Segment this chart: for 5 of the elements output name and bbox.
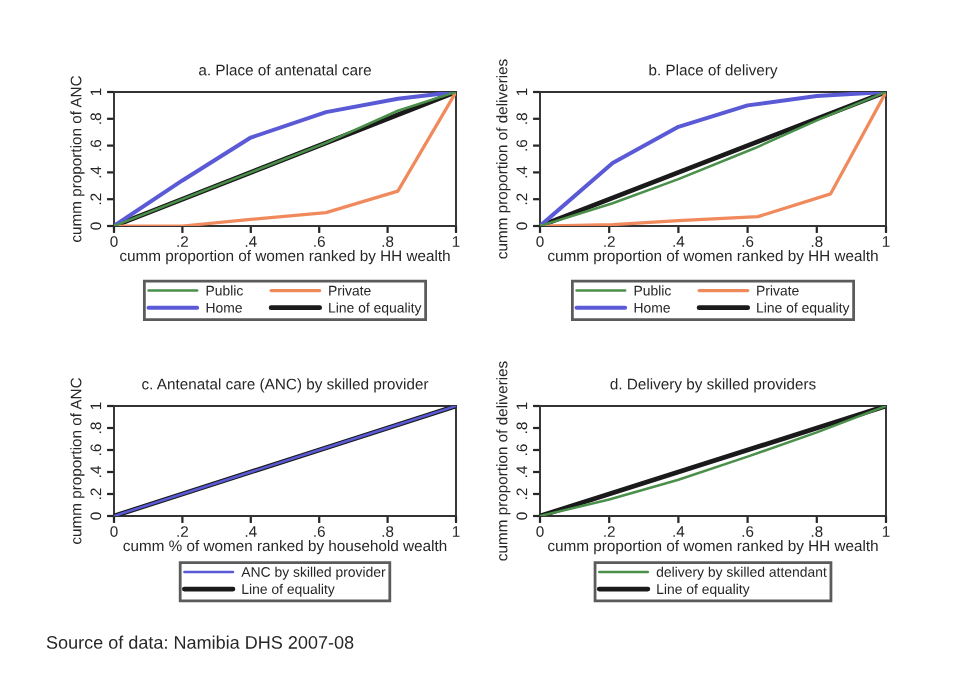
line-series <box>114 92 456 226</box>
line-series <box>540 406 886 516</box>
line-series <box>540 92 886 226</box>
source-note: Source of data: Namibia DHS 2007-08 <box>46 635 354 649</box>
line-series <box>114 406 456 516</box>
